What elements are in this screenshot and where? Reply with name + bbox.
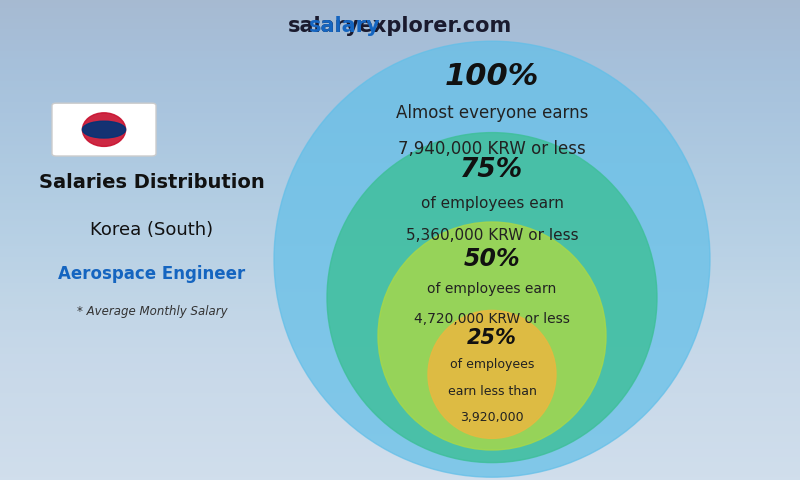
Text: 3,920,000: 3,920,000 — [460, 411, 524, 424]
Text: of employees: of employees — [450, 358, 534, 372]
Ellipse shape — [82, 121, 126, 138]
Text: Aerospace Engineer: Aerospace Engineer — [58, 264, 246, 283]
Ellipse shape — [428, 311, 556, 438]
Text: 25%: 25% — [467, 328, 517, 348]
Ellipse shape — [274, 41, 710, 477]
Text: of employees earn: of employees earn — [427, 282, 557, 296]
Ellipse shape — [327, 132, 657, 463]
Text: of employees earn: of employees earn — [421, 195, 563, 211]
Text: Almost everyone earns: Almost everyone earns — [396, 104, 588, 122]
Text: Salaries Distribution: Salaries Distribution — [39, 173, 265, 192]
Text: * Average Monthly Salary: * Average Monthly Salary — [77, 305, 227, 319]
Text: Korea (South): Korea (South) — [90, 221, 214, 240]
Ellipse shape — [378, 222, 606, 450]
Text: earn less than: earn less than — [447, 384, 537, 398]
Text: 7,940,000 KRW or less: 7,940,000 KRW or less — [398, 140, 586, 158]
Text: salary: salary — [309, 16, 381, 36]
Text: salaryexplorer.com: salaryexplorer.com — [288, 16, 512, 36]
Text: 100%: 100% — [445, 62, 539, 91]
Text: 50%: 50% — [464, 247, 520, 271]
FancyBboxPatch shape — [52, 103, 156, 156]
Ellipse shape — [82, 113, 126, 146]
Text: 75%: 75% — [461, 157, 523, 183]
Text: 4,720,000 KRW or less: 4,720,000 KRW or less — [414, 312, 570, 326]
Text: 5,360,000 KRW or less: 5,360,000 KRW or less — [406, 228, 578, 243]
